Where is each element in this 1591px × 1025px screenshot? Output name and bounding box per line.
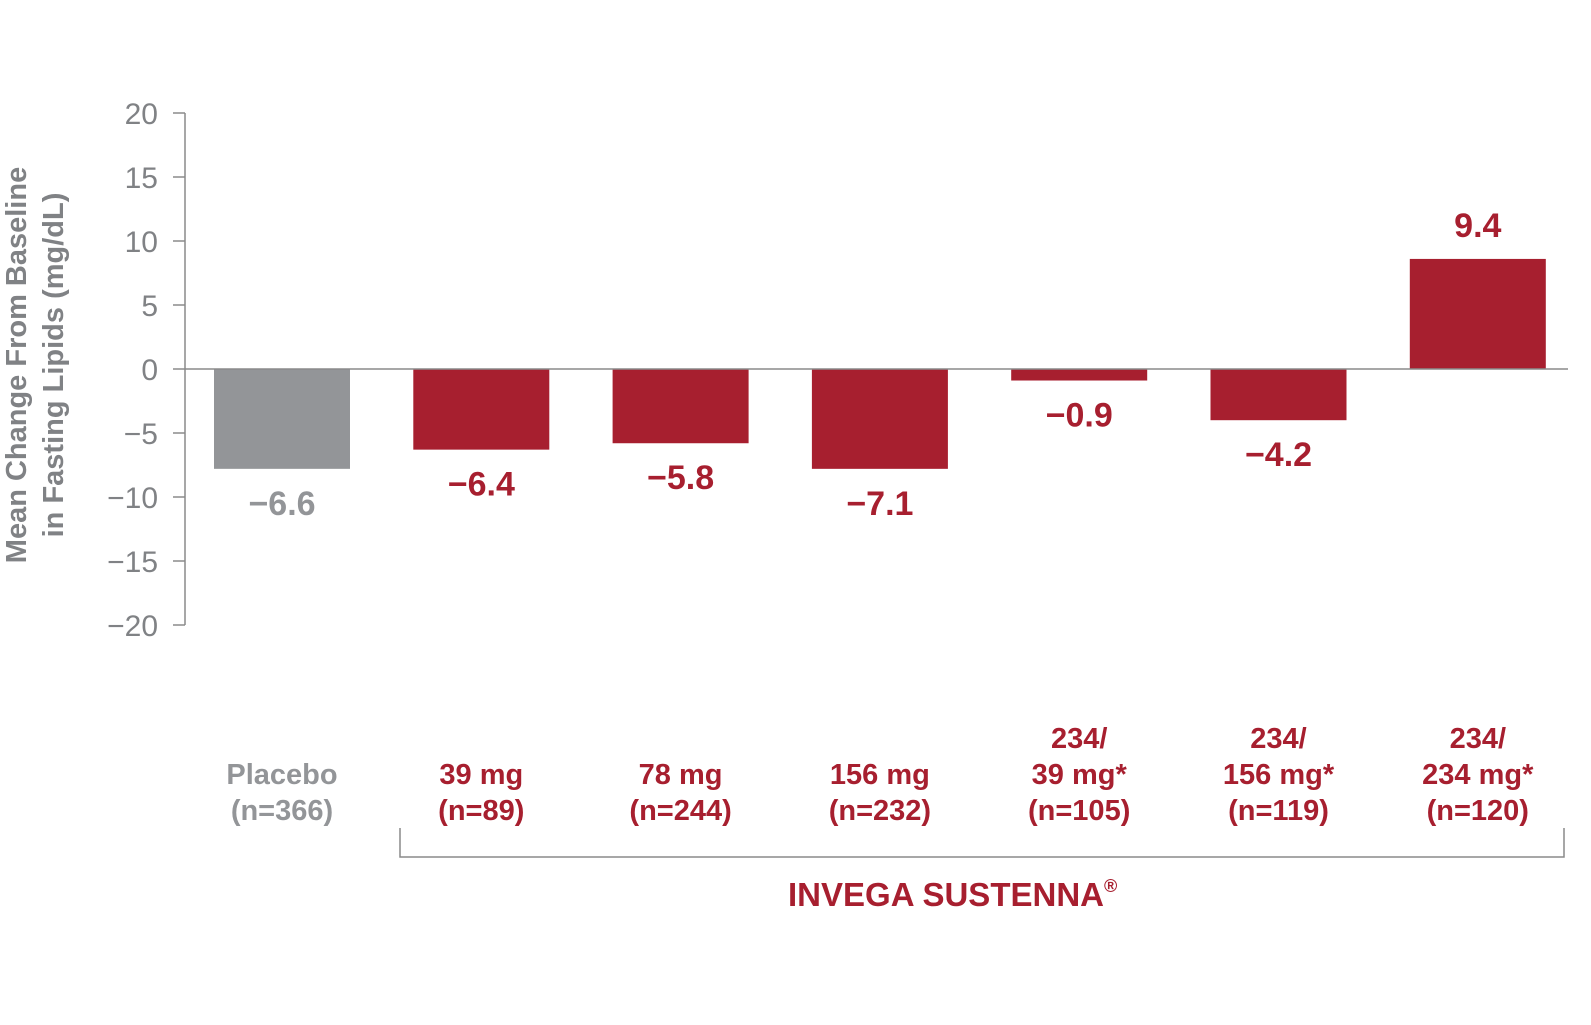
y-tick-label: 20 (125, 98, 158, 131)
bars: −6.6 −6.4 −5.8 −7.1 −0.9 −4.2 9.4 (214, 207, 1546, 523)
y-axis-title: Mean Change From Baseline in Fasting Lip… (1, 167, 70, 563)
bar (1011, 369, 1148, 381)
bar-value-label: −0.9 (1046, 397, 1113, 435)
category-label: 234/ 156 mg* (n=119) (1222, 723, 1335, 827)
bar (811, 369, 948, 469)
bar-value-label: 9.4 (1454, 207, 1501, 245)
category-label: 39 mg (n=89) (438, 759, 525, 827)
group-label: INVEGA SUSTENNA® (788, 876, 1117, 914)
bar (1210, 369, 1347, 421)
bar (214, 369, 350, 469)
bar-value-label: −6.6 (248, 485, 315, 523)
bar-value-label: −5.8 (647, 459, 714, 497)
category-label: 234/ 234 mg* (n=120) (1422, 723, 1534, 827)
group-label-text: INVEGA SUSTENNA (788, 876, 1104, 913)
category-label: 78 mg (n=244) (629, 759, 732, 827)
y-tick-label: −20 (107, 610, 158, 643)
y-axis-title-line-2: in Fasting Lipids (mg/dL) (38, 193, 70, 538)
y-tick-label: −5 (124, 418, 158, 451)
y-axis: 20 15 10 5 0 −5 −10 −15 −20 (107, 98, 186, 643)
y-tick-label: 5 (141, 290, 158, 323)
bar (612, 369, 749, 444)
y-tick-label: −10 (107, 482, 158, 515)
bar-value-label: −4.2 (1245, 436, 1312, 474)
bar-value-label: −7.1 (846, 485, 913, 523)
registered-mark: ® (1103, 876, 1118, 896)
group-bracket (399, 828, 1565, 858)
y-axis-title-line-1: Mean Change From Baseline (1, 167, 33, 563)
y-tick-label: −15 (107, 546, 158, 579)
y-tick-label: 15 (125, 162, 158, 195)
category-label: 234/ 39 mg* (n=105) (1028, 723, 1131, 827)
bar (1409, 258, 1546, 369)
bar (413, 369, 550, 450)
y-tick-label: 0 (141, 354, 158, 387)
category-label: Placebo (n=366) (226, 759, 338, 827)
category-label: 156 mg (n=232) (828, 759, 932, 827)
bar-value-label: −6.4 (448, 466, 515, 504)
y-tick-label: 10 (125, 226, 158, 259)
